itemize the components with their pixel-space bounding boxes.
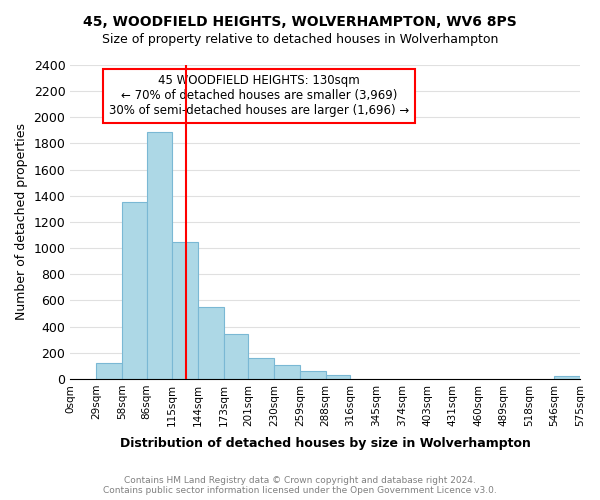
Y-axis label: Number of detached properties: Number of detached properties xyxy=(15,124,28,320)
Bar xyxy=(198,307,224,379)
Bar xyxy=(274,365,300,379)
Bar xyxy=(326,375,350,379)
Bar xyxy=(224,334,248,379)
Bar xyxy=(172,242,198,379)
X-axis label: Distribution of detached houses by size in Wolverhampton: Distribution of detached houses by size … xyxy=(120,437,530,450)
Bar xyxy=(554,376,580,379)
Bar xyxy=(300,371,326,379)
Bar xyxy=(248,358,274,379)
Text: 45, WOODFIELD HEIGHTS, WOLVERHAMPTON, WV6 8PS: 45, WOODFIELD HEIGHTS, WOLVERHAMPTON, WV… xyxy=(83,15,517,29)
Text: 45 WOODFIELD HEIGHTS: 130sqm
← 70% of detached houses are smaller (3,969)
30% of: 45 WOODFIELD HEIGHTS: 130sqm ← 70% of de… xyxy=(109,74,409,118)
Text: Size of property relative to detached houses in Wolverhampton: Size of property relative to detached ho… xyxy=(102,32,498,46)
Bar xyxy=(96,362,122,379)
Bar xyxy=(146,132,172,379)
Text: Contains HM Land Registry data © Crown copyright and database right 2024.
Contai: Contains HM Land Registry data © Crown c… xyxy=(103,476,497,495)
Bar xyxy=(122,202,146,379)
